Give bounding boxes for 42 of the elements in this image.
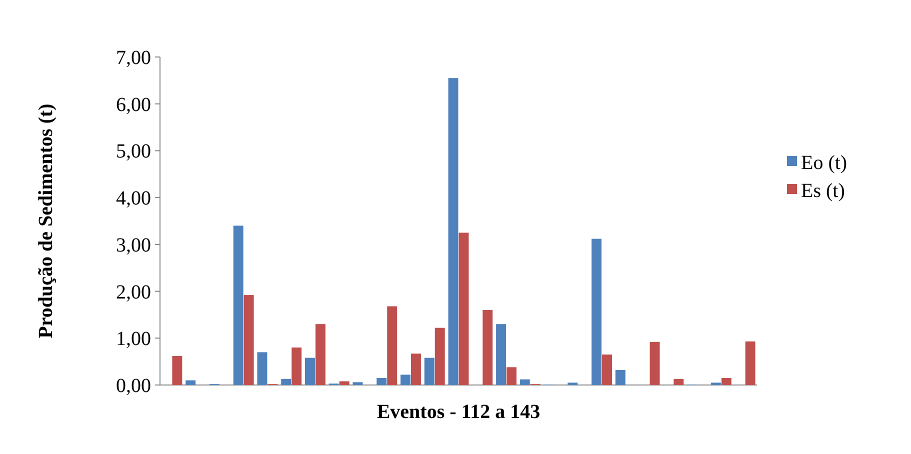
y-tick-label: 4,00 (116, 188, 151, 210)
bar (424, 358, 434, 385)
bar (506, 367, 516, 385)
bar (721, 378, 732, 385)
bar (434, 328, 445, 385)
bar (602, 354, 612, 385)
bar (339, 381, 350, 385)
bar (352, 382, 363, 385)
bar (376, 378, 387, 385)
bar (244, 295, 254, 385)
y-tick-label: 3,00 (116, 234, 151, 256)
bar (745, 341, 756, 385)
bar (257, 352, 268, 385)
y-axis-title: Produção de Sedimentos (t) (35, 104, 57, 338)
bar (650, 342, 660, 385)
y-tick-label: 5,00 (116, 140, 151, 163)
bar (400, 374, 410, 385)
y-tick-label: 1,00 (116, 328, 151, 350)
bar (387, 306, 398, 385)
y-tick-label: 0,00 (116, 375, 151, 397)
bar (292, 348, 302, 385)
x-axis-title: Eventos - 112 a 143 (376, 401, 540, 423)
bar (315, 324, 326, 385)
y-tick-label: 7,00 (116, 47, 151, 69)
bar (496, 324, 506, 385)
bar (186, 380, 196, 385)
bar (458, 232, 469, 385)
bar (592, 238, 602, 385)
bar (172, 356, 182, 385)
bar (482, 310, 493, 385)
bar (305, 358, 315, 385)
bar (448, 78, 458, 385)
bar (281, 378, 292, 385)
bar (411, 354, 421, 385)
y-tick-label: 6,00 (116, 94, 151, 116)
legend-label: Es (t) (801, 180, 845, 202)
legend-label: Eo (t) (801, 152, 848, 174)
bar (674, 378, 684, 385)
bar (233, 226, 244, 385)
y-tick-label: 2,00 (116, 281, 151, 304)
bar (615, 370, 626, 385)
bar (520, 379, 530, 385)
